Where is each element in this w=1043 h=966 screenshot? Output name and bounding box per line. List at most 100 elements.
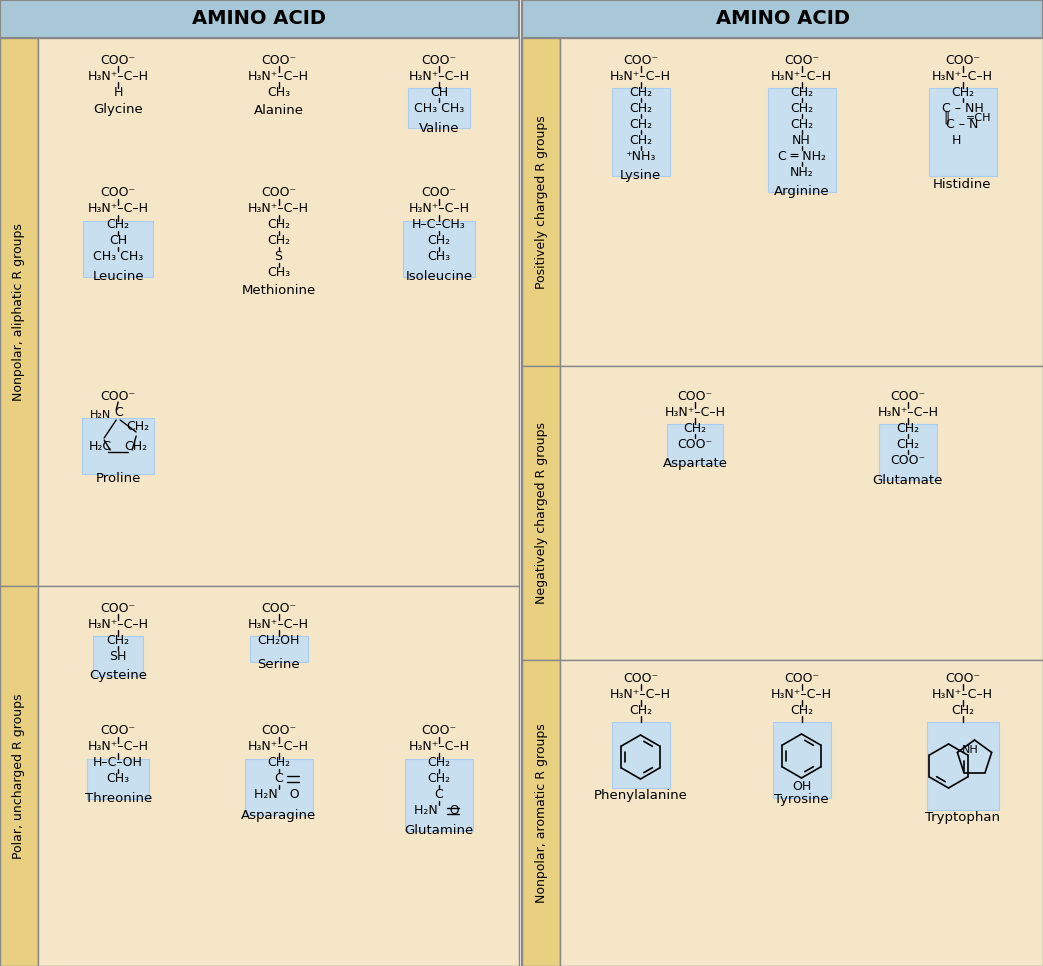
Bar [249, 636, 308, 662]
Text: COO⁻: COO⁻ [945, 53, 980, 67]
Text: CH₂: CH₂ [790, 101, 814, 115]
Text: NH: NH [962, 745, 979, 755]
Text: COO⁻: COO⁻ [890, 389, 925, 403]
Bar [38, 586, 519, 966]
Text: Phenylalanine: Phenylalanine [593, 788, 687, 802]
Text: Leucine: Leucine [93, 270, 144, 283]
Text: H₃N⁺–C–H: H₃N⁺–C–H [408, 70, 469, 82]
Text: COO⁻: COO⁻ [261, 186, 296, 200]
Text: CH₃: CH₃ [267, 267, 290, 279]
Bar [0, 38, 38, 586]
Text: CH₂: CH₂ [106, 634, 129, 646]
Text: COO⁻: COO⁻ [261, 724, 296, 737]
Text: C – NH: C – NH [942, 101, 984, 115]
Text: C ═ NH₂: C ═ NH₂ [777, 150, 825, 162]
Bar [0, 0, 519, 966]
Text: H₂N   O: H₂N O [253, 788, 299, 802]
Text: CH₂: CH₂ [126, 419, 150, 433]
Text: Arginine: Arginine [774, 185, 829, 198]
Text: H–C–CH₃: H–C–CH₃ [412, 218, 466, 232]
Text: ‖: ‖ [943, 111, 949, 125]
Text: COO⁻: COO⁻ [421, 186, 457, 200]
Text: COO⁻: COO⁻ [784, 671, 819, 685]
Text: Aspartate: Aspartate [662, 458, 728, 470]
Text: CH₂: CH₂ [106, 218, 129, 232]
Text: Glutamate: Glutamate [873, 473, 943, 487]
Text: H₃N⁺–C–H: H₃N⁺–C–H [88, 741, 149, 753]
Text: H₃N⁺–C–H: H₃N⁺–C–H [664, 406, 726, 418]
Text: Serine: Serine [258, 658, 299, 670]
Text: H₂N: H₂N [90, 410, 111, 420]
Text: CH₂: CH₂ [629, 101, 652, 115]
Text: COO⁻: COO⁻ [261, 53, 296, 67]
Text: Positively charged R groups: Positively charged R groups [534, 115, 548, 289]
Bar [611, 88, 670, 176]
Text: H₃N⁺–C–H: H₃N⁺–C–H [610, 688, 671, 700]
Text: COO⁻: COO⁻ [100, 186, 136, 200]
Text: AMINO ACID: AMINO ACID [193, 10, 326, 29]
Bar [522, 660, 560, 966]
Text: CH₂: CH₂ [683, 421, 707, 435]
Bar [522, 38, 560, 366]
Text: Isoleucine: Isoleucine [406, 270, 472, 283]
Text: AMINO ACID: AMINO ACID [715, 10, 849, 29]
Text: C – N: C – N [946, 118, 978, 130]
Bar [93, 636, 143, 676]
Text: Negatively charged R groups: Negatively charged R groups [534, 422, 548, 604]
Text: COO⁻: COO⁻ [623, 671, 658, 685]
Text: H₂C: H₂C [89, 440, 112, 452]
Text: CH₂: CH₂ [124, 440, 148, 452]
Text: C: C [274, 773, 283, 785]
Bar [522, 0, 1043, 966]
Text: CH: CH [110, 235, 127, 247]
Text: CH₃ CH₃: CH₃ CH₃ [93, 250, 143, 264]
Text: COO⁻: COO⁻ [678, 389, 712, 403]
Text: CH₂: CH₂ [629, 118, 652, 130]
Bar [926, 722, 998, 810]
Text: CH₂: CH₂ [951, 703, 974, 717]
Text: H₃N⁺–C–H: H₃N⁺–C–H [88, 617, 149, 631]
Text: Tyrosine: Tyrosine [774, 793, 829, 807]
Bar [773, 722, 830, 798]
Text: Cysteine: Cysteine [89, 669, 147, 683]
Text: CH₂OH: CH₂OH [258, 634, 299, 646]
Text: Asparagine: Asparagine [241, 809, 316, 821]
Text: CH₃: CH₃ [267, 86, 290, 99]
Text: CH₃ CH₃: CH₃ CH₃ [414, 101, 464, 115]
Text: Polar, uncharged R groups: Polar, uncharged R groups [13, 694, 25, 859]
Text: COO⁻: COO⁻ [100, 602, 136, 614]
Text: OH: OH [792, 780, 811, 792]
Text: CH₂: CH₂ [629, 133, 652, 147]
Text: H₃N⁺–C–H: H₃N⁺–C–H [88, 203, 149, 215]
Text: COO⁻: COO⁻ [421, 53, 457, 67]
Text: COO⁻: COO⁻ [945, 671, 980, 685]
Text: COO⁻: COO⁻ [100, 53, 136, 67]
Bar [560, 38, 1043, 366]
Bar [879, 424, 937, 480]
Text: CH₂: CH₂ [629, 703, 652, 717]
Text: Proline: Proline [96, 471, 141, 485]
Bar [560, 660, 1043, 966]
Text: Methionine: Methionine [241, 285, 316, 298]
Bar [0, 0, 519, 38]
Text: H₃N⁺–C–H: H₃N⁺–C–H [88, 70, 149, 82]
Bar [403, 221, 475, 277]
Text: CH₂: CH₂ [267, 235, 290, 247]
Text: COO⁻: COO⁻ [784, 53, 819, 67]
Text: COO⁻: COO⁻ [623, 53, 658, 67]
Text: H₃N⁺–C–H: H₃N⁺–C–H [771, 688, 832, 700]
Text: SH: SH [110, 649, 127, 663]
Bar [83, 221, 153, 277]
Text: CH₃: CH₃ [106, 773, 129, 785]
Text: NH: NH [792, 133, 810, 147]
Text: C: C [435, 788, 443, 802]
Text: CH₂: CH₂ [428, 235, 451, 247]
Text: H₃N⁺–C–H: H₃N⁺–C–H [248, 741, 309, 753]
Bar [0, 586, 38, 966]
Text: Glutamine: Glutamine [405, 825, 474, 838]
Text: CH: CH [430, 86, 447, 99]
Text: H₃N⁺–C–H: H₃N⁺–C–H [610, 70, 671, 82]
Text: COO⁻: COO⁻ [100, 724, 136, 737]
Text: S: S [274, 250, 283, 264]
Text: H: H [952, 133, 962, 147]
